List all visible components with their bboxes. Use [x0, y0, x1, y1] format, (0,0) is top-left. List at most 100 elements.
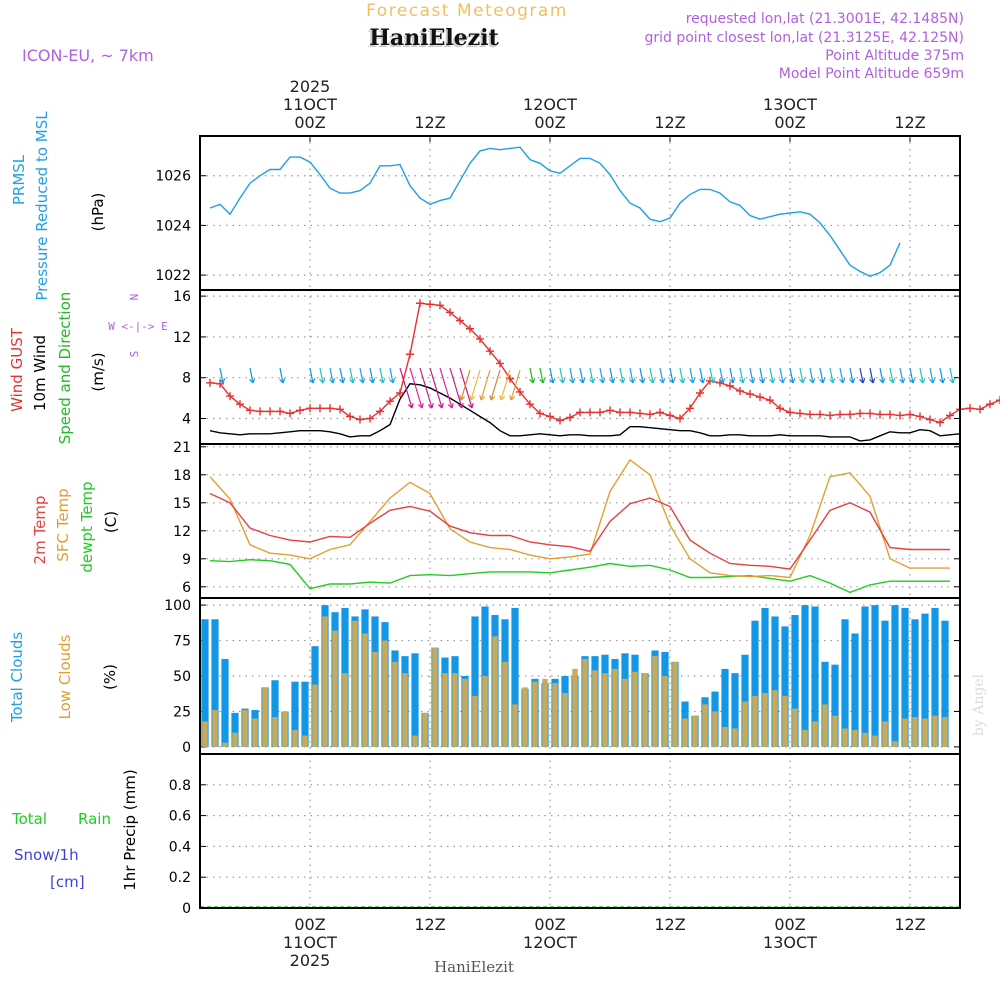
wind-direction-arrow	[279, 367, 286, 384]
bottom-time-label: 12OCT	[523, 933, 577, 952]
gust-marker	[766, 396, 774, 405]
gust-marker	[396, 389, 404, 398]
wind-gust-label: Wind GUST	[8, 327, 26, 412]
low-cloud-bar	[652, 656, 658, 747]
total-cloud-bar	[411, 653, 419, 747]
model-altitude: Model Point Altitude 659m	[779, 66, 964, 82]
low-cloud-bar	[732, 728, 738, 747]
wind-direction-arrow	[879, 367, 886, 384]
gust-marker	[946, 411, 954, 420]
low-cloud-bar	[782, 695, 788, 747]
y-tick-label: 75	[173, 634, 191, 650]
wind-direction-arrow	[559, 367, 566, 384]
gust-marker	[336, 405, 344, 414]
wind-speed-line	[209, 383, 961, 442]
wind-direction-arrow	[459, 367, 474, 409]
gust-marker	[546, 412, 554, 421]
gust-marker	[686, 404, 694, 413]
wind-direction-arrow	[759, 367, 766, 384]
gust-marker	[206, 378, 214, 387]
low-cloud-bar	[212, 710, 218, 747]
low-cloud-bar	[842, 728, 848, 747]
gust-marker	[306, 404, 314, 413]
low-cloud-bar	[672, 661, 678, 747]
wind-direction-arrow	[859, 367, 866, 384]
wind-direction-arrow	[929, 367, 936, 384]
bottom-time-label: 12Z	[414, 915, 445, 934]
total-cloud-bar	[231, 712, 239, 747]
wind-direction-arrow	[729, 367, 736, 384]
wind-direction-arrow	[819, 367, 826, 384]
low-cloud-bar	[482, 676, 488, 747]
wind-direction-arrow	[679, 367, 686, 384]
wind-direction-arrow	[319, 367, 326, 384]
wind-direction-arrow	[270, 368, 275, 383]
temp-2m-line	[209, 492, 950, 570]
wind-direction-arrow	[539, 367, 546, 384]
wind-panel: 4 8 12 16	[173, 289, 1000, 444]
wind-direction-arrow	[809, 367, 816, 384]
total-cloud-bar	[801, 605, 809, 747]
wind-direction-arrow	[509, 369, 521, 401]
wind-direction-arrow	[230, 368, 235, 383]
total-cloud-bar	[201, 619, 209, 747]
low-cloud-bar	[532, 681, 538, 747]
wind-direction-arrow	[489, 369, 501, 401]
total-clouds-label: Total Clouds	[8, 632, 26, 724]
gust-marker	[226, 392, 234, 401]
wind-direction-arrow	[899, 367, 906, 384]
wind-direction-arrow	[569, 367, 576, 384]
gust-marker	[626, 408, 634, 417]
low-cloud-bar	[622, 678, 628, 747]
wind-direction-arrow	[689, 367, 696, 384]
low-cloud-bar	[572, 668, 578, 747]
low-cloud-bar	[342, 673, 348, 747]
gust-marker	[696, 389, 704, 398]
total-cloud-bar	[301, 681, 309, 747]
gust-marker	[236, 400, 244, 409]
watermark: by Angel	[971, 673, 987, 736]
gust-marker	[406, 350, 414, 359]
y-tick-label: 0	[182, 740, 191, 756]
wind-direction-arrow	[479, 369, 491, 401]
low-cloud-bar	[312, 684, 318, 747]
low-cloud-bar	[662, 676, 668, 747]
low-cloud-bar	[442, 673, 448, 747]
low-cloud-bar	[402, 673, 408, 747]
low-cloud-bar	[242, 710, 248, 747]
gust-marker	[476, 334, 484, 343]
total-cloud-bar	[471, 616, 479, 747]
wind-direction-arrow	[909, 367, 916, 384]
dewpoint-line	[209, 558, 950, 594]
gust-marker	[556, 416, 564, 425]
requested-coords: requested lon,lat (21.3001E, 42.1485N)	[686, 11, 964, 27]
y-tick-label: 1024	[155, 218, 191, 234]
wind-direction-arrow	[449, 367, 464, 409]
panel-frame	[199, 443, 961, 599]
cloud-unit: (%)	[101, 664, 119, 690]
low-cloud-bar	[252, 718, 258, 747]
low-cloud-bar	[452, 673, 458, 747]
wind-direction-arrow	[529, 367, 536, 384]
y-tick-label: 21	[173, 440, 191, 456]
gust-marker	[366, 414, 374, 423]
cloud-panel: 0 25 50 75 100	[164, 598, 960, 756]
total-cloud-bar	[751, 620, 759, 747]
wind-10m-label: 10m Wind	[31, 335, 49, 411]
temp-unit: (C)	[102, 511, 120, 533]
wind-direction-arrow	[409, 367, 424, 409]
top-time-label: 12Z	[654, 113, 685, 132]
wind-direction-arrow	[589, 367, 596, 384]
y-tick-label: 4	[182, 412, 191, 428]
low-cloud-bar	[492, 636, 498, 747]
pressure-panel: 1022 1024 1026	[155, 136, 960, 290]
low-cloud-bar	[472, 695, 478, 747]
temperature-panel: 6 9 12 15 18 21	[173, 440, 960, 598]
wind-direction-arrow	[619, 367, 626, 384]
low-cloud-bar	[542, 678, 548, 747]
gust-marker	[936, 418, 944, 427]
wind-direction-arrow	[839, 367, 846, 384]
low-cloud-bar	[612, 668, 618, 747]
wind-direction-arrow	[290, 368, 295, 383]
